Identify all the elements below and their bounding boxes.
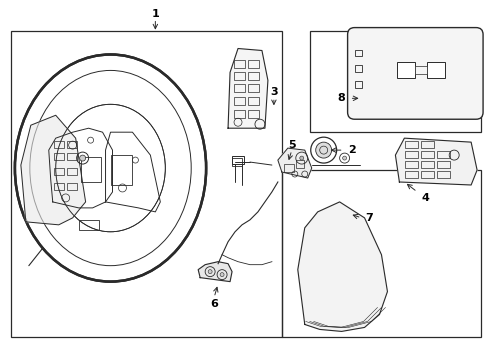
- Text: 3: 3: [269, 87, 277, 97]
- Text: 4: 4: [421, 193, 428, 203]
- Bar: [81, 157, 101, 182]
- Bar: [232, 156, 244, 164]
- Circle shape: [310, 137, 336, 163]
- Polygon shape: [395, 138, 476, 185]
- Bar: [66, 183, 77, 190]
- Text: 1: 1: [151, 9, 159, 19]
- Bar: [436, 161, 449, 168]
- Circle shape: [80, 155, 85, 161]
- Bar: [421, 141, 433, 148]
- Polygon shape: [227, 49, 267, 128]
- Bar: [54, 141, 63, 148]
- Bar: [405, 151, 417, 158]
- Bar: [247, 110, 259, 118]
- FancyBboxPatch shape: [427, 62, 444, 78]
- Bar: [281, 170, 480, 337]
- Bar: [405, 141, 417, 148]
- Bar: [436, 171, 449, 178]
- Bar: [54, 168, 63, 175]
- Bar: [66, 153, 77, 160]
- Circle shape: [208, 270, 212, 274]
- Bar: [309, 31, 480, 132]
- Bar: [79, 220, 99, 230]
- Bar: [110, 155, 132, 185]
- Circle shape: [315, 142, 331, 158]
- Bar: [421, 151, 433, 158]
- Bar: [405, 171, 417, 178]
- Bar: [54, 153, 63, 160]
- Bar: [354, 50, 361, 57]
- Text: 5: 5: [287, 140, 295, 150]
- Polygon shape: [21, 115, 85, 225]
- Bar: [54, 183, 63, 190]
- Bar: [234, 72, 244, 80]
- Bar: [421, 161, 433, 168]
- Bar: [354, 81, 361, 88]
- FancyBboxPatch shape: [347, 28, 482, 119]
- Bar: [247, 84, 259, 92]
- Ellipse shape: [56, 104, 165, 232]
- Text: 2: 2: [347, 145, 355, 155]
- Polygon shape: [297, 202, 386, 332]
- Text: 6: 6: [210, 298, 218, 309]
- Bar: [247, 72, 259, 80]
- Bar: [283, 164, 293, 172]
- Bar: [354, 66, 361, 72]
- Bar: [234, 84, 244, 92]
- Bar: [421, 171, 433, 178]
- Bar: [66, 141, 77, 148]
- Circle shape: [299, 156, 303, 160]
- Text: 8: 8: [337, 93, 345, 103]
- Polygon shape: [277, 148, 311, 178]
- Bar: [247, 60, 259, 68]
- Bar: [234, 60, 244, 68]
- Bar: [414, 67, 427, 75]
- Bar: [232, 158, 242, 166]
- Circle shape: [220, 273, 224, 276]
- Bar: [405, 161, 417, 168]
- FancyBboxPatch shape: [397, 62, 414, 78]
- Polygon shape: [198, 262, 232, 282]
- Bar: [66, 168, 77, 175]
- Ellipse shape: [15, 54, 206, 282]
- Circle shape: [342, 156, 346, 160]
- Bar: [11, 31, 281, 337]
- Bar: [247, 97, 259, 105]
- Bar: [234, 97, 244, 105]
- Bar: [295, 160, 303, 168]
- Bar: [436, 151, 449, 158]
- Text: 7: 7: [365, 213, 373, 223]
- Bar: [234, 110, 244, 118]
